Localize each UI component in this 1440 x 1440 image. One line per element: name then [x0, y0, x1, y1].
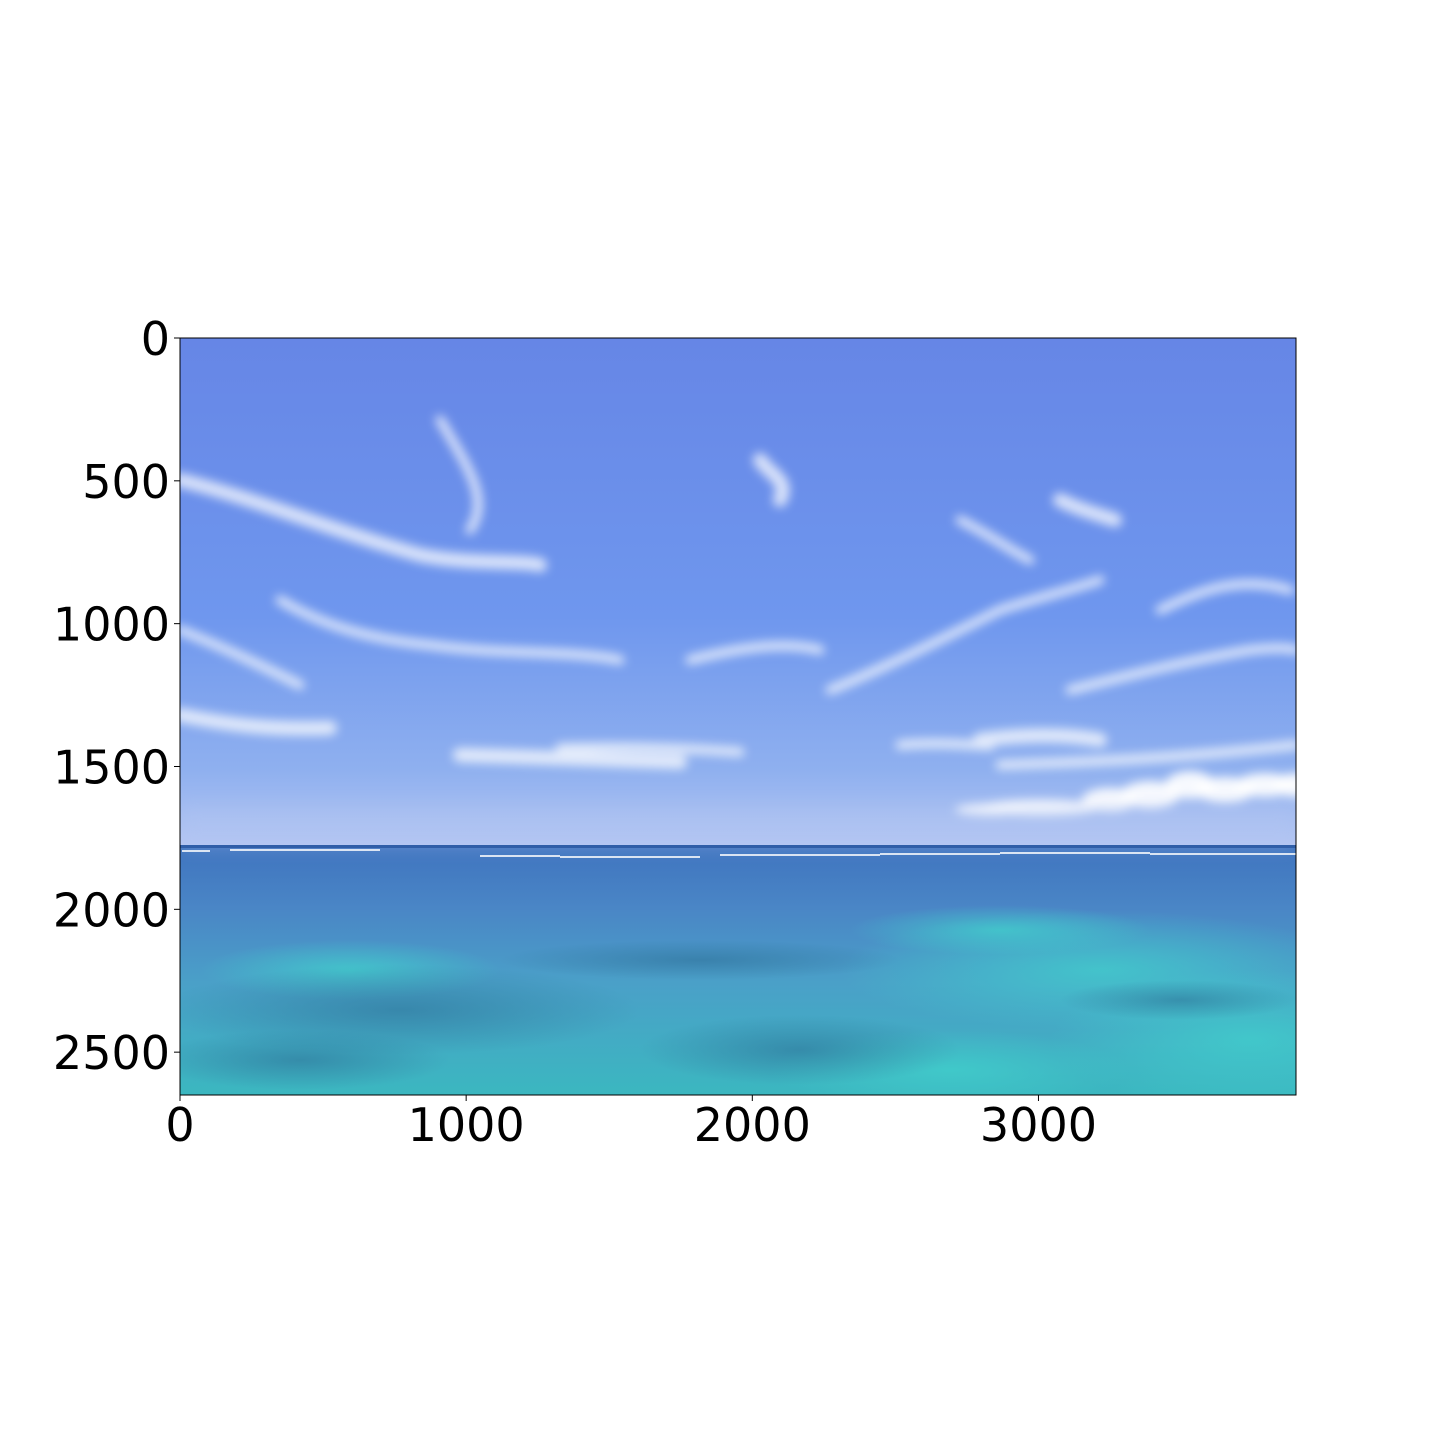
y-tick-label: 1500 [53, 740, 170, 794]
y-axis: 0 500 1000 1500 2000 2500 [53, 312, 180, 1080]
y-tick-label: 500 [82, 455, 170, 509]
y-tick-label: 1000 [53, 598, 170, 652]
reef-patch [500, 940, 900, 980]
cloud-wisp [180, 625, 305, 690]
water-texture [180, 905, 1296, 1095]
cloud-wisp [1155, 579, 1295, 615]
wispy-clouds [180, 415, 1296, 770]
cloud-wisp [180, 708, 337, 736]
x-tick-label: 1000 [408, 1098, 525, 1152]
cloud-wisp [955, 515, 1035, 565]
reef-patch [1060, 980, 1296, 1020]
y-tick-label: 0 [141, 312, 170, 366]
cloud-wisp [1053, 493, 1122, 527]
cloud-wisp [435, 415, 483, 535]
horizon-haze [180, 806, 1296, 847]
cloud-wisp [753, 453, 790, 507]
y-tick-label: 2000 [53, 883, 170, 937]
cloud-wisp [275, 595, 625, 665]
cloud-wisp [1065, 643, 1296, 695]
reef-patch [180, 1030, 450, 1090]
cloud-wisp [453, 748, 687, 769]
x-axis: 0 1000 2000 3000 [165, 1095, 1097, 1152]
shallow-patch [850, 905, 1150, 955]
reef-surf [182, 849, 1296, 858]
cloud-wisp [973, 728, 1107, 747]
x-tick-label: 0 [165, 1098, 194, 1152]
cloud-wisp [555, 742, 745, 757]
cloud-wisp [895, 738, 995, 751]
y-tick-label: 2500 [53, 1026, 170, 1080]
x-tick-label: 3000 [980, 1098, 1097, 1152]
cloud-wisp [685, 641, 825, 665]
cloud-wisp [995, 740, 1296, 770]
plot-frame [179, 337, 1297, 1096]
reef-patch [640, 1015, 960, 1085]
photo-seascape [180, 338, 1296, 1095]
cloud-puff [1120, 781, 1180, 809]
sky [180, 338, 1296, 847]
cloud-puff [1274, 773, 1296, 797]
x-tick-label: 2000 [694, 1098, 811, 1152]
cloud-wisp [180, 473, 547, 572]
cloud-wisp [825, 575, 1105, 695]
